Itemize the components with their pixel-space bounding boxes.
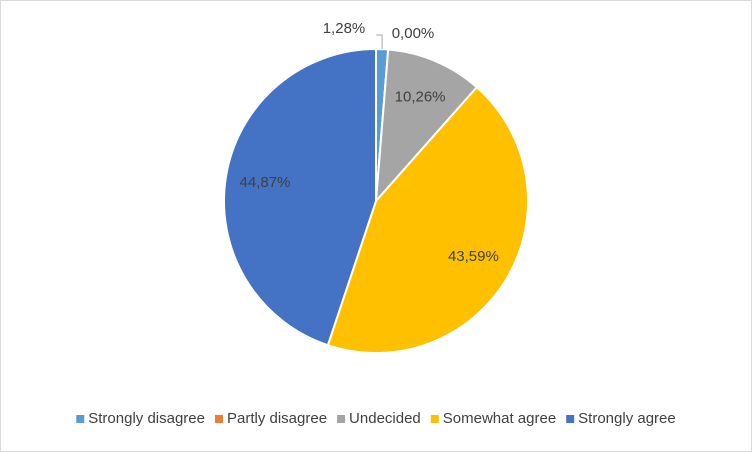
data-label: 10,26% <box>395 88 446 105</box>
legend-swatch <box>430 415 439 423</box>
legend-label: Somewhat agree <box>443 410 556 427</box>
data-label: 43,59% <box>448 248 499 265</box>
legend-label: Strongly agree <box>578 410 676 427</box>
legend-swatch <box>566 415 575 423</box>
legend-label: Partly disagree <box>227 410 327 427</box>
data-label: 44,87% <box>240 174 291 191</box>
legend-swatch <box>337 415 346 423</box>
pie-slice <box>326 85 529 354</box>
pie-slice <box>374 48 479 204</box>
legend-label: Undecided <box>349 410 421 427</box>
legend-swatch <box>214 415 223 423</box>
data-label: 1,28% <box>323 20 366 37</box>
data-label: 0,00% <box>392 25 435 42</box>
leader-line <box>376 34 383 50</box>
legend-swatch <box>76 415 85 423</box>
legend-label: Strongly disagree <box>88 410 205 427</box>
pie-slice <box>223 47 377 347</box>
